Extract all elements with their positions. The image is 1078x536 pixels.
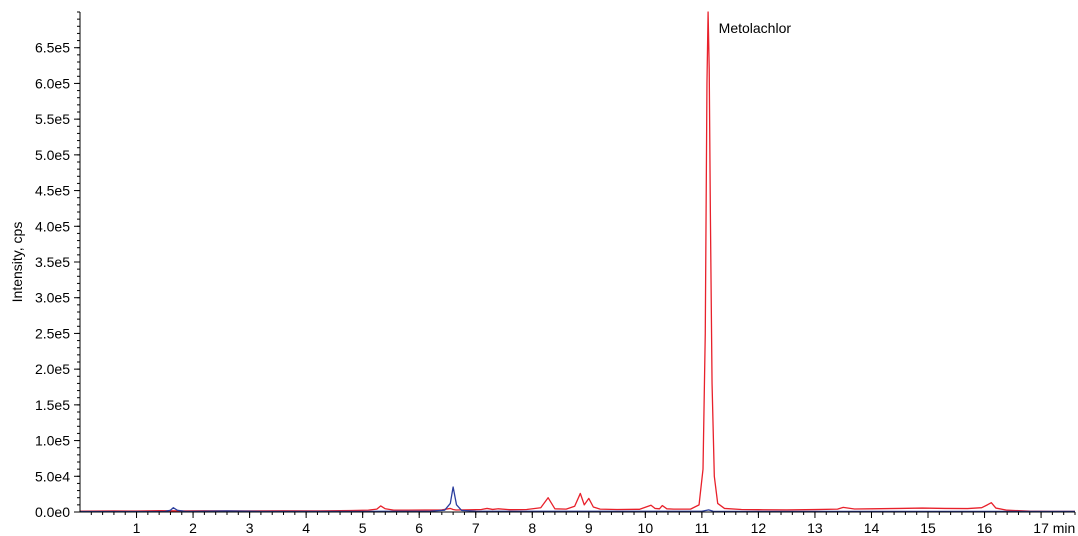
x-tick-label: 5 (359, 520, 367, 536)
x-axis-unit-label: min (1053, 520, 1076, 536)
series-line-1 (79, 11, 1075, 513)
x-tick-label: 6 (415, 520, 423, 536)
y-tick-label: 5.5e5 (35, 111, 70, 127)
series-line-2 (79, 486, 1075, 513)
series-lines (79, 11, 1075, 513)
y-tick-label: 0.0e0 (35, 504, 70, 520)
peak-annotation: Metolachlor (719, 20, 792, 36)
y-tick-label: 5.0e5 (35, 147, 70, 163)
x-tick-label: 7 (472, 520, 480, 536)
x-axis-ticks: 1 2 3 4 5 6 7 8 9 10 11 12 13 14 15 16 17 (90, 512, 1076, 536)
x-tick-label: 14 (864, 520, 880, 536)
y-axis-ticks: 0.0e0 5.0e4 1.0e5 1.5e5 2.0e5 2.5e5 3.0e5 3.5e5… (35, 11, 80, 520)
y-tick-label: 5.0e4 (35, 468, 70, 484)
annotations: Metolachlor (719, 20, 792, 36)
y-tick-label: 4.5e5 (35, 183, 70, 199)
x-tick-label: 10 (638, 520, 654, 536)
axes (79, 12, 1075, 513)
x-tick-label: 12 (751, 520, 767, 536)
x-tick-label: 17 (1033, 520, 1049, 536)
x-tick-label: 11 (695, 520, 710, 536)
y-tick-label: 1.5e5 (35, 397, 70, 413)
x-tick-label: 9 (585, 520, 593, 536)
y-axis-title: Intensity, cps (9, 222, 25, 303)
y-tick-label: 4.0e5 (35, 218, 70, 234)
y-tick-label: 1.0e5 (35, 433, 70, 449)
y-tick-label: 2.5e5 (35, 325, 70, 341)
y-tick-label: 3.5e5 (35, 254, 70, 270)
x-tick-label: 13 (807, 520, 823, 536)
x-tick-label: 16 (977, 520, 993, 536)
x-tick-label: 8 (528, 520, 536, 536)
y-tick-label: 2.0e5 (35, 361, 70, 377)
x-tick-label: 4 (302, 520, 310, 536)
x-tick-label: 1 (133, 520, 141, 536)
x-tick-label: 3 (246, 520, 254, 536)
y-tick-label: 6.0e5 (35, 75, 70, 91)
y-tick-label: 6.5e5 (35, 40, 70, 56)
y-tick-label: 3.0e5 (35, 290, 70, 306)
x-tick-label: 15 (920, 520, 936, 536)
x-tick-label: 2 (189, 520, 197, 536)
